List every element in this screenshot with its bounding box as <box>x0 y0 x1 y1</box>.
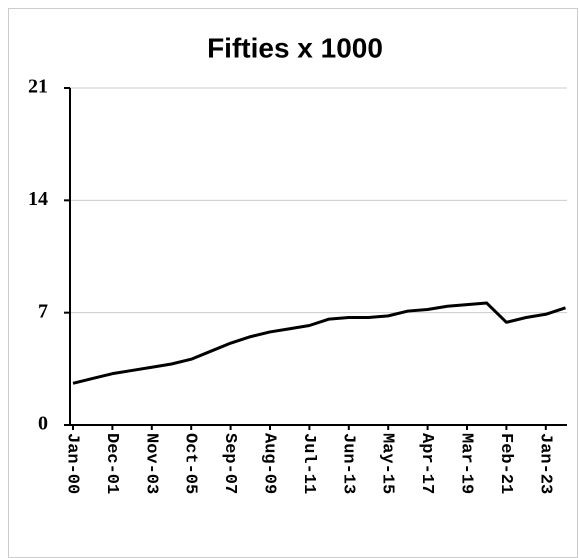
x-tick-label: Jun-13 <box>338 433 357 494</box>
y-tick-label: 0 <box>38 413 48 435</box>
x-tick-label: Sep-07 <box>220 433 239 494</box>
x-tick-label: Jan-23 <box>535 433 554 494</box>
x-tick-label: Feb-21 <box>496 433 515 494</box>
y-tick-label: 14 <box>28 188 48 210</box>
x-tick-label: Oct-05 <box>181 433 200 494</box>
y-tick-label: 7 <box>38 300 48 322</box>
x-tick-label: May-15 <box>378 433 397 494</box>
y-tick-label: 21 <box>28 76 48 98</box>
chart-title: Fifties x 1000 <box>207 32 383 63</box>
x-tick-label: Dec-01 <box>102 433 121 494</box>
x-tick-label: Apr-17 <box>417 433 436 494</box>
series-line <box>72 301 566 385</box>
x-tick-label: Jul-11 <box>299 433 318 494</box>
frame <box>8 8 578 558</box>
x-tick-label: Nov-03 <box>141 433 160 494</box>
x-tick-label: Aug-09 <box>260 433 279 494</box>
x-tick-label: Jan-00 <box>63 433 82 494</box>
x-tick-label: Mar-19 <box>457 433 476 494</box>
